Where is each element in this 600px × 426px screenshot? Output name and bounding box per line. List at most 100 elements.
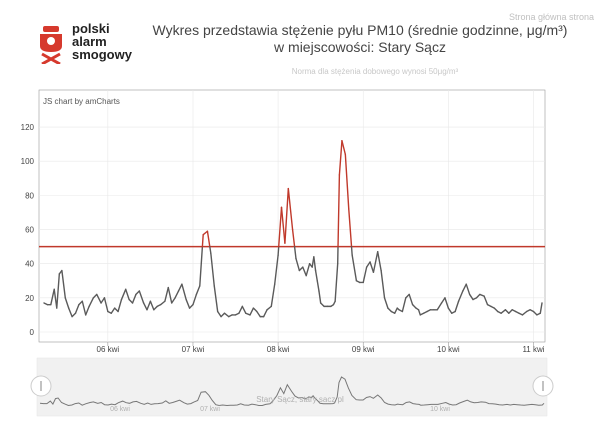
series-line-segment — [177, 283, 183, 292]
series-line-segment — [447, 307, 453, 314]
series-line-segment — [67, 307, 73, 318]
series-line-segment — [220, 312, 226, 318]
series-line-segment — [167, 286, 173, 304]
series-line-segment — [270, 283, 276, 308]
series-line-segment — [291, 228, 296, 248]
series-line-segment — [417, 309, 421, 316]
home-link[interactable]: Strona główna strona — [508, 12, 594, 22]
series-line-segment — [88, 297, 95, 308]
series-line-segment — [440, 297, 446, 304]
series-line-segment — [369, 261, 375, 273]
y-tick-label: 20 — [25, 294, 34, 303]
series-line-segment — [436, 302, 443, 311]
series-line-segment — [341, 140, 347, 156]
scrollbar-label-end: 10 kwi — [430, 406, 450, 413]
series-line-segment — [146, 300, 152, 311]
series-line-segment — [85, 305, 90, 316]
series-line-segment — [318, 290, 322, 304]
series-line-segment — [362, 266, 368, 284]
series-line-segment — [56, 273, 61, 309]
series-line-segment — [81, 300, 87, 316]
series-line-segment — [479, 293, 485, 297]
series-line-segment — [131, 293, 137, 304]
series-line-segment — [377, 251, 382, 272]
series-line-segment — [383, 297, 389, 309]
scrollbar-handle-right[interactable] — [532, 375, 554, 397]
y-tick-label: 0 — [30, 328, 35, 337]
series-line-segment — [500, 309, 507, 314]
series-line-segment — [181, 283, 187, 301]
y-axis: 0 20 40 60 80 100 120 — [21, 123, 35, 337]
series-line-segment — [475, 293, 481, 299]
series-line-segment — [125, 288, 130, 301]
series-line-segment — [314, 269, 318, 282]
series-line-segment — [195, 285, 201, 296]
series-line-segment — [278, 206, 283, 248]
series-line-segment — [302, 266, 307, 277]
series-line-segment — [338, 140, 343, 176]
series-line-group — [43, 140, 543, 318]
series-line-segment — [348, 208, 353, 248]
series-line-segment — [241, 305, 247, 314]
series-line-segment — [100, 297, 106, 304]
y-tick-label: 120 — [21, 123, 35, 132]
series-line-segment — [337, 174, 341, 248]
series-line-segment — [245, 312, 251, 316]
series-line-segment — [266, 305, 272, 311]
series-line-segment — [468, 293, 474, 301]
series-line-segment — [138, 290, 145, 304]
series-line-segment — [408, 293, 414, 306]
series-line-segment — [249, 307, 255, 316]
series-line-segment — [209, 245, 212, 255]
logo[interactable]: polski alarm smogowy — [36, 22, 176, 70]
series-line-segment — [457, 290, 464, 302]
scrollbar-handle-left[interactable] — [30, 375, 52, 397]
series-line-segment — [110, 307, 116, 314]
x-tick-label: 10 kwi — [437, 345, 460, 354]
x-tick-label: 11 kwi — [522, 345, 544, 354]
series-line-segment — [202, 230, 209, 236]
series-line-segment — [92, 293, 98, 299]
series-line-segment — [96, 293, 102, 304]
series-line-segment — [164, 286, 169, 302]
series-line-segment — [252, 307, 258, 313]
scrollbar-series-label: Stary Sącz, stary sacz pl — [256, 395, 344, 404]
series-line-segment — [365, 261, 371, 268]
series-line-segment — [74, 303, 80, 314]
series-line-segment — [238, 305, 244, 314]
series-line-segment — [256, 310, 261, 318]
series-line-segment — [170, 297, 176, 304]
scrollbar[interactable]: 06 kwi 07 kwi Stary Sącz, stary sacz pl … — [30, 357, 554, 417]
series-line-segment — [293, 245, 297, 260]
series-line-segment — [493, 307, 499, 313]
series-line-segment — [319, 302, 325, 308]
scrollbar-label-start: 06 kwi — [110, 406, 130, 413]
x-tick-label: 07 kwi — [182, 345, 205, 354]
series-line-segment — [280, 206, 286, 244]
series-line-segment — [351, 254, 358, 282]
series-line-segment — [539, 302, 543, 314]
x-axis: 06 kwi 07 kwi 08 kwi 09 kwi 10 kwi 11 kwi — [97, 345, 545, 354]
logo-line-3: smogowy — [72, 47, 132, 62]
series-line-segment — [350, 245, 353, 256]
series-line-segment — [210, 252, 215, 287]
series-line-segment — [103, 297, 109, 313]
series-line-segment — [142, 302, 148, 311]
alarm-bell-icon — [40, 26, 62, 64]
logo-line-2: alarm — [72, 34, 107, 49]
series-line-segment — [298, 266, 304, 272]
y-tick-label: 40 — [25, 260, 34, 269]
series-line-segment — [223, 312, 230, 318]
chart-credit[interactable]: JS chart by amCharts — [43, 97, 120, 106]
grid-lines — [39, 90, 545, 346]
logo-line-1: polski — [72, 21, 110, 36]
series-line-segment — [380, 269, 386, 299]
series-line-segment — [305, 262, 311, 277]
series-line-segment — [128, 298, 134, 304]
y-tick-label: 100 — [21, 157, 35, 166]
series-line-segment — [206, 230, 211, 248]
scrollbar-series-line — [39, 376, 545, 407]
series-line-segment — [188, 303, 194, 309]
series-line-segment — [521, 310, 528, 316]
